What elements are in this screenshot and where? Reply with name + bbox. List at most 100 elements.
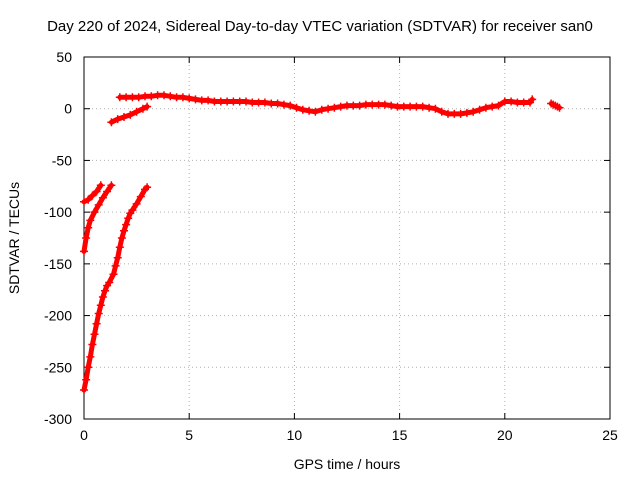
data-point	[86, 216, 95, 225]
data-point	[113, 253, 122, 262]
data-point	[132, 107, 141, 116]
data-point	[86, 352, 95, 361]
data-point	[336, 102, 345, 111]
data-point	[324, 104, 333, 113]
data-point	[260, 98, 269, 107]
data-point	[126, 110, 135, 119]
data-point	[136, 192, 145, 201]
data-point	[96, 301, 105, 310]
data-point	[488, 102, 497, 111]
data-point	[122, 220, 131, 229]
data-point	[113, 115, 122, 124]
x-axis-label: GPS time / hours	[293, 456, 401, 472]
data-point	[431, 104, 440, 113]
data-point	[84, 223, 93, 232]
data-point	[528, 95, 537, 104]
data-point	[103, 187, 112, 196]
data-point	[292, 103, 301, 112]
data-point	[204, 96, 213, 105]
y-tick-label: -50	[52, 152, 72, 168]
x-tick-label: 0	[80, 427, 88, 443]
data-point	[120, 226, 128, 235]
data-point	[134, 93, 143, 102]
data-point	[387, 101, 396, 110]
data-point	[88, 191, 97, 200]
data-point	[178, 93, 187, 102]
data-point	[317, 105, 326, 114]
x-tick-label: 10	[287, 427, 303, 443]
data-point	[475, 105, 484, 114]
data-point	[425, 103, 434, 112]
data-point	[469, 107, 478, 116]
data-point	[279, 100, 288, 109]
data-point	[286, 101, 295, 110]
data-point	[418, 102, 427, 111]
data-point	[305, 106, 314, 115]
data-point	[96, 181, 105, 190]
data-point	[494, 101, 503, 110]
data-point	[90, 330, 99, 339]
y-tick-label: 0	[64, 101, 72, 117]
data-point	[101, 286, 109, 295]
x-tick-label: 5	[185, 427, 193, 443]
data-point	[273, 99, 282, 108]
data-point	[138, 104, 147, 113]
data-point	[124, 214, 133, 223]
data-point	[117, 234, 126, 242]
y-tick-label: 50	[56, 49, 72, 65]
data-point	[111, 261, 120, 270]
data-point	[94, 200, 103, 209]
data-point	[84, 195, 93, 204]
data-point	[98, 293, 107, 301]
data-point	[191, 95, 200, 104]
x-tick-label: 20	[497, 427, 513, 443]
data-point	[143, 183, 152, 192]
data-point	[80, 386, 88, 394]
x-tick-label: 25	[602, 427, 618, 443]
data-point	[160, 91, 168, 100]
data-point	[456, 109, 465, 118]
data-point	[185, 94, 194, 103]
data-point	[82, 234, 91, 242]
data-point	[92, 187, 101, 196]
plot-frame	[83, 56, 611, 420]
data-point	[90, 208, 99, 217]
y-tick-label: -300	[44, 411, 72, 427]
data-point	[462, 108, 471, 117]
data-point	[92, 319, 101, 328]
data-point	[98, 193, 107, 202]
chart-title: Day 220 of 2024, Sidereal Day-to-day VTE…	[47, 18, 593, 35]
y-tick-label: -200	[44, 308, 72, 324]
data-point	[80, 247, 88, 256]
data-point	[80, 197, 88, 206]
data-point	[311, 107, 320, 116]
y-tick-label: -100	[44, 204, 72, 220]
data-point	[298, 105, 307, 114]
data-point	[143, 102, 152, 111]
data-point	[109, 270, 118, 279]
data-point	[105, 278, 114, 287]
data-point	[107, 181, 116, 190]
data-point	[107, 118, 116, 127]
data-point	[82, 375, 91, 384]
data-point	[84, 363, 93, 372]
data-point	[166, 92, 175, 101]
data-point	[507, 97, 516, 106]
data-point	[132, 199, 141, 208]
y-axis-label: SDTVAR / TECUs	[6, 181, 22, 295]
data-point	[94, 309, 103, 318]
data-point	[242, 97, 250, 106]
y-tick-label: -250	[44, 359, 72, 375]
data-point	[555, 103, 564, 112]
x-tick-label: 15	[392, 427, 408, 443]
data-point	[120, 113, 128, 121]
data-point	[355, 101, 364, 110]
data-point	[481, 103, 490, 112]
data-point	[437, 107, 446, 116]
y-tick-label: -150	[44, 256, 72, 272]
data-point	[147, 92, 156, 101]
data-point	[115, 243, 124, 252]
data-point	[380, 100, 389, 109]
data-point	[128, 206, 137, 215]
